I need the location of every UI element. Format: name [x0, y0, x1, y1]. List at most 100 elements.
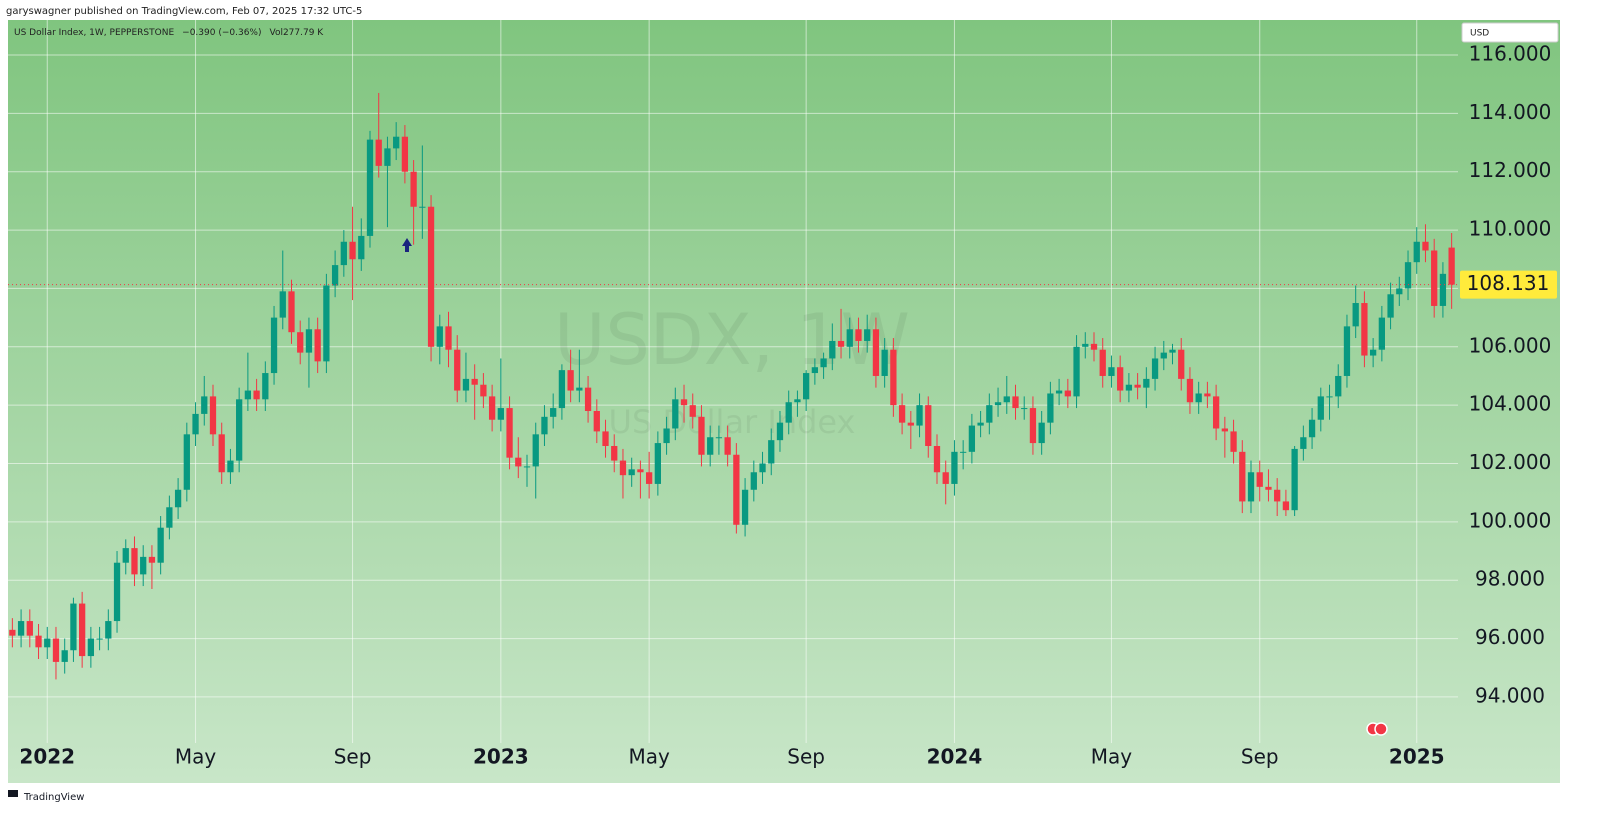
candle-body [1300, 437, 1307, 449]
candle-body [645, 472, 653, 484]
candle-body [122, 548, 129, 563]
candle-body [1064, 390, 1071, 397]
candle-body [977, 422, 984, 426]
candle-body [567, 370, 574, 391]
candle-body [410, 171, 417, 207]
candle-body [1160, 352, 1167, 359]
candle-body [1448, 247, 1455, 285]
legend: US Dollar Index, 1W, PEPPERSTONE −0.390 (… [14, 28, 324, 38]
y-tick-label: 112.000 [1469, 158, 1552, 182]
candle-body [968, 425, 976, 452]
candle-body [1326, 396, 1333, 398]
candle-body [9, 629, 16, 636]
candle-body [340, 241, 347, 266]
last-price-box [1460, 270, 1557, 299]
candle-body [855, 329, 862, 341]
candle-body [1361, 303, 1368, 356]
candle-body [419, 206, 426, 208]
candle-body [157, 527, 164, 563]
candle-body [1413, 241, 1420, 263]
candle-body [593, 410, 600, 432]
candle-body [288, 291, 295, 333]
flag-icon[interactable] [1366, 722, 1388, 736]
candle-body [148, 556, 156, 563]
currency-box[interactable] [1461, 22, 1559, 43]
x-tick-label: 2024 [927, 745, 983, 769]
candle-body [209, 396, 217, 435]
candle-body [698, 416, 705, 455]
grid [8, 20, 1458, 743]
candle-body [890, 349, 897, 406]
candle-body [79, 603, 86, 657]
candle-body [602, 431, 609, 446]
y-tick-label: 114.000 [1469, 100, 1552, 124]
x-tick-label: May [175, 745, 217, 769]
candle-body [1099, 349, 1106, 376]
candle-body [218, 434, 225, 473]
y-tick-label: 102.000 [1469, 450, 1552, 474]
candle-body [1055, 390, 1063, 394]
event-marker[interactable] [402, 238, 412, 252]
candle-body [1082, 343, 1089, 347]
brand-logo [8, 790, 18, 797]
x-tick-label: May [628, 745, 670, 769]
candle-body [550, 408, 557, 417]
candle-body [916, 405, 923, 426]
candle-body [1265, 486, 1272, 490]
candle-body [1274, 489, 1281, 502]
candle-body [436, 326, 443, 347]
candle-body [1143, 378, 1150, 388]
candle-body [1169, 349, 1176, 353]
candle-body [1117, 367, 1124, 391]
candle-body [1108, 367, 1115, 376]
candle-body [113, 562, 121, 622]
x-tick-label: 2023 [473, 745, 529, 769]
candle-body [881, 349, 888, 376]
candle-body [750, 472, 757, 490]
candle-body [1247, 472, 1255, 502]
candle-body [480, 384, 487, 397]
x-tick-label: Sep [334, 745, 372, 769]
candle-body [724, 437, 731, 455]
candle-body [506, 408, 513, 458]
candle-body [951, 451, 958, 484]
candle-body [1422, 241, 1429, 251]
candle-body [1369, 349, 1377, 356]
x-tick-label: Sep [787, 745, 825, 769]
candle-body [558, 370, 566, 409]
candle-body [270, 317, 278, 374]
candle-body [236, 399, 243, 461]
y-tick-label: 96.000 [1475, 625, 1545, 649]
candle-body [628, 469, 635, 476]
candle-body [1431, 250, 1438, 306]
candle-body [1239, 451, 1246, 502]
candle-body [515, 457, 522, 467]
watermark-subtitle: US Dollar Index [609, 403, 856, 441]
axis: 94.000 96.000 98.000 100.000 102.000 104.000 1… [19, 42, 1557, 769]
candles [8, 92, 1458, 680]
candle-body [994, 402, 1002, 406]
last-price-label: 108.131 [1467, 271, 1550, 295]
currency[interactable]: USD [1470, 29, 1489, 39]
candle-body [619, 460, 627, 476]
y-tick-label: 110.000 [1469, 217, 1552, 241]
candle-body [1308, 419, 1316, 438]
candle-body [174, 489, 182, 508]
candle-body [1195, 393, 1202, 403]
candle-body [532, 434, 539, 467]
candle-body [933, 445, 941, 473]
y-tick-label: 100.000 [1469, 508, 1552, 532]
candle-body [1012, 396, 1019, 409]
candle-body [1125, 384, 1133, 391]
y-tick-label: 106.000 [1469, 333, 1552, 357]
change: −0.390 (−0.36%) [182, 28, 261, 38]
candle-body [1212, 396, 1220, 429]
candle-body [1396, 288, 1403, 295]
candle-body [1439, 273, 1447, 306]
candle-body [140, 556, 147, 575]
candle-body [785, 402, 792, 423]
candle-body [715, 437, 723, 439]
candle-body [733, 454, 740, 525]
candle-body [1021, 408, 1028, 410]
candle-body [1047, 393, 1054, 423]
